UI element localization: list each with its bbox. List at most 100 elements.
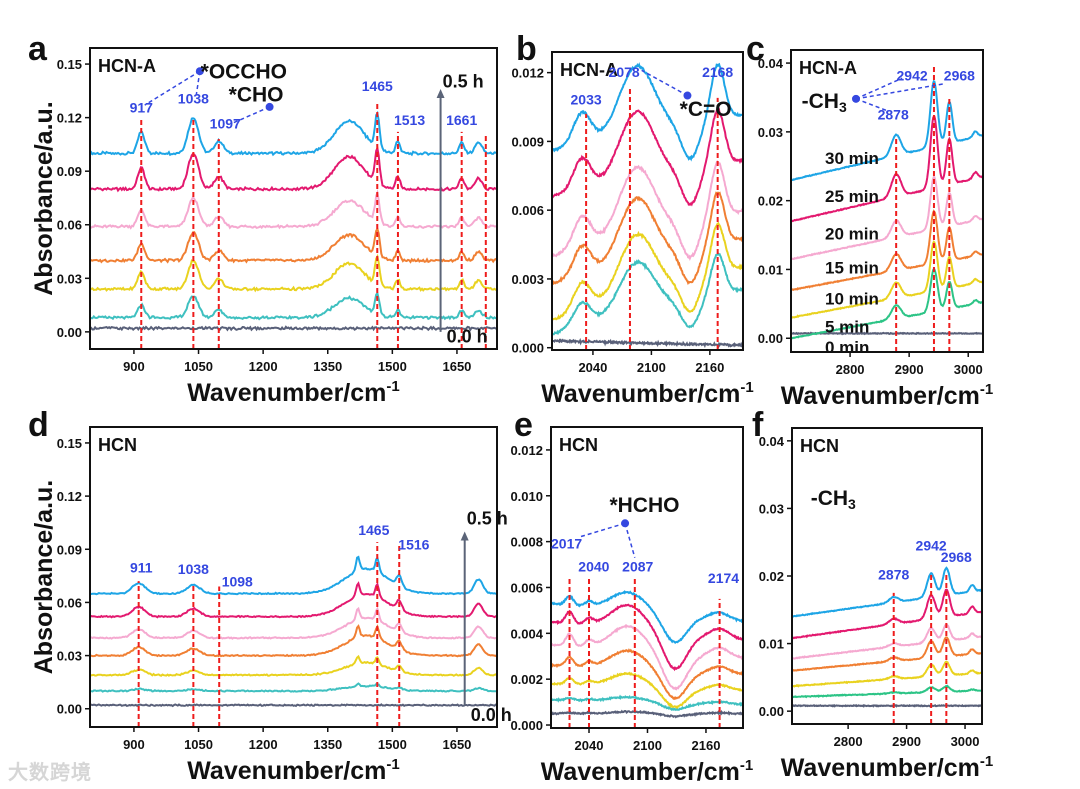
arrow-up-icon [436,89,445,99]
plot-frame [89,47,498,350]
y-tick-label: 0.04 [758,56,784,71]
species-label: -CH3 [811,487,856,512]
series-line-0.3-h [792,622,982,660]
time-end-label: 0.0 h [471,705,512,725]
peak-label: 2168 [702,64,733,80]
peak-label: 2033 [571,92,602,108]
y-tick-label: 0.12 [57,489,82,504]
annotation-dot [683,91,692,100]
series-line-0.2-h [792,660,982,688]
peak-label: 1465 [362,78,393,94]
x-axis-title-text: Wavenumber/cm [781,754,980,782]
panel-b: b 2040 2100 2160 0.000 0.003 0.006 0.009 0.012 Wa… [511,30,753,408]
y-tick-label: 0.02 [758,194,783,209]
series-line-0.2-h [551,671,743,709]
series-line-0.3-h [90,189,497,230]
y-tick-label: 0.00 [57,702,82,717]
x-axis-title: Wavenumber/cm-1 [541,379,753,408]
species-label: *CHO [229,84,284,107]
x-axis-title-sup: -1 [740,379,753,396]
species-label-text: *HCHO [609,494,679,517]
series-line-0.5-h [792,566,982,618]
x-tick-label: 1500 [378,737,407,752]
panel-letter: f [752,406,764,444]
peak-label: 1465 [358,522,389,538]
x-tick-label: 900 [123,359,145,374]
y-axis-title: Absorbance/a.u. [30,101,58,296]
peak-label: 1097 [210,115,241,131]
x-axis-title-sup: -1 [980,381,993,398]
x-tick-label: 3000 [954,362,983,377]
x-axis-title-text: Wavenumber/cm [541,380,740,408]
y-tick-label: 0.15 [57,57,82,72]
y-tick-label: 0.01 [758,262,783,277]
x-axis-title-sup: -1 [386,378,399,395]
time-label: 10 min [825,289,879,308]
annotation-link [855,82,945,100]
x-tick-label: 1050 [184,737,213,752]
series-line-0.0-h [551,709,743,719]
annotation-link [855,98,889,112]
x-tick-label: 2040 [578,360,607,375]
time-label: 30 min [825,149,879,168]
plot-frame [551,51,744,351]
y-tick-label: 0.01 [759,637,784,652]
x-tick-label: 1350 [313,359,342,374]
y-tick-label: 0.02 [759,569,784,584]
peak-label: 2942 [897,67,928,83]
y-tick-label: 0.009 [511,134,544,149]
series-line-0.25-h [90,226,497,264]
time-end-label: 0.0 h [447,327,488,347]
series-group [792,566,982,708]
panel-f: f 2800 2900 3000 0.00 0.01 0.02 0.03 0.04 Wavenum… [752,406,993,782]
series-line-0.3-h [551,624,743,691]
species-label-text: *C=O [680,98,732,121]
series-line-0.1-h [551,694,743,712]
y-tick-label: 0.04 [759,434,785,449]
y-tick-label: 0.012 [510,443,543,458]
x-axis-title-sup: -1 [386,756,399,773]
species-label-sub: 3 [839,99,847,115]
panel-c: c 2800 2900 3000 0.00 0.01 0.02 0.03 0.04 Wavenum… [746,30,993,410]
species-label: -CH3 [802,90,847,115]
arrow-up-icon [460,531,469,541]
x-axis-title-text: Wavenumber/cm [187,757,386,785]
peak-label: 2174 [708,570,739,586]
peak-label: 911 [130,559,153,575]
annotation-dot [265,102,274,111]
series-group [90,110,497,332]
plot-frame [89,426,498,728]
species-label-text: *OCCHO [201,60,287,83]
series-line-0.0-h [552,337,743,349]
panel-a: a 900 1050 1200 1350 1500 1650 0.00 0.03 0.06 0.09… [28,30,498,407]
series-group [551,590,743,719]
series-group [791,79,983,340]
sample-label: HCN-A [560,60,618,80]
series-line-0.0-h [90,703,497,708]
y-tick-label: 0.06 [57,595,82,610]
x-tick-label: 900 [123,737,145,752]
x-tick-label: 1200 [249,737,278,752]
sample-label: HCN [98,435,137,455]
x-tick-label: 2100 [637,360,666,375]
y-tick-label: 0.008 [510,535,543,550]
y-tick-label: 0.006 [510,580,543,595]
annotation-link [641,69,688,97]
time-label: 25 min [825,187,879,206]
panel-letter: c [746,30,765,68]
x-tick-label: 2160 [695,360,724,375]
series-line-0.4-h [792,588,982,640]
y-tick-label: 0.15 [57,436,82,451]
sample-label: HCN [800,436,839,456]
peak-label: 2017 [551,536,582,552]
panel-d: d 900 1050 1200 1350 1500 1650 0.00 0.03 0.06 0.09… [28,406,512,785]
x-tick-label: 2800 [834,734,863,749]
time-start-label: 0.5 h [467,508,508,528]
species-label: *C=O [680,98,732,121]
x-axis-title-text: Wavenumber/cm [781,382,980,410]
panel-letter: e [514,406,533,444]
y-tick-label: 0.00 [57,325,82,340]
annotation-dot [851,94,860,103]
species-label-text: -CH [811,487,848,510]
